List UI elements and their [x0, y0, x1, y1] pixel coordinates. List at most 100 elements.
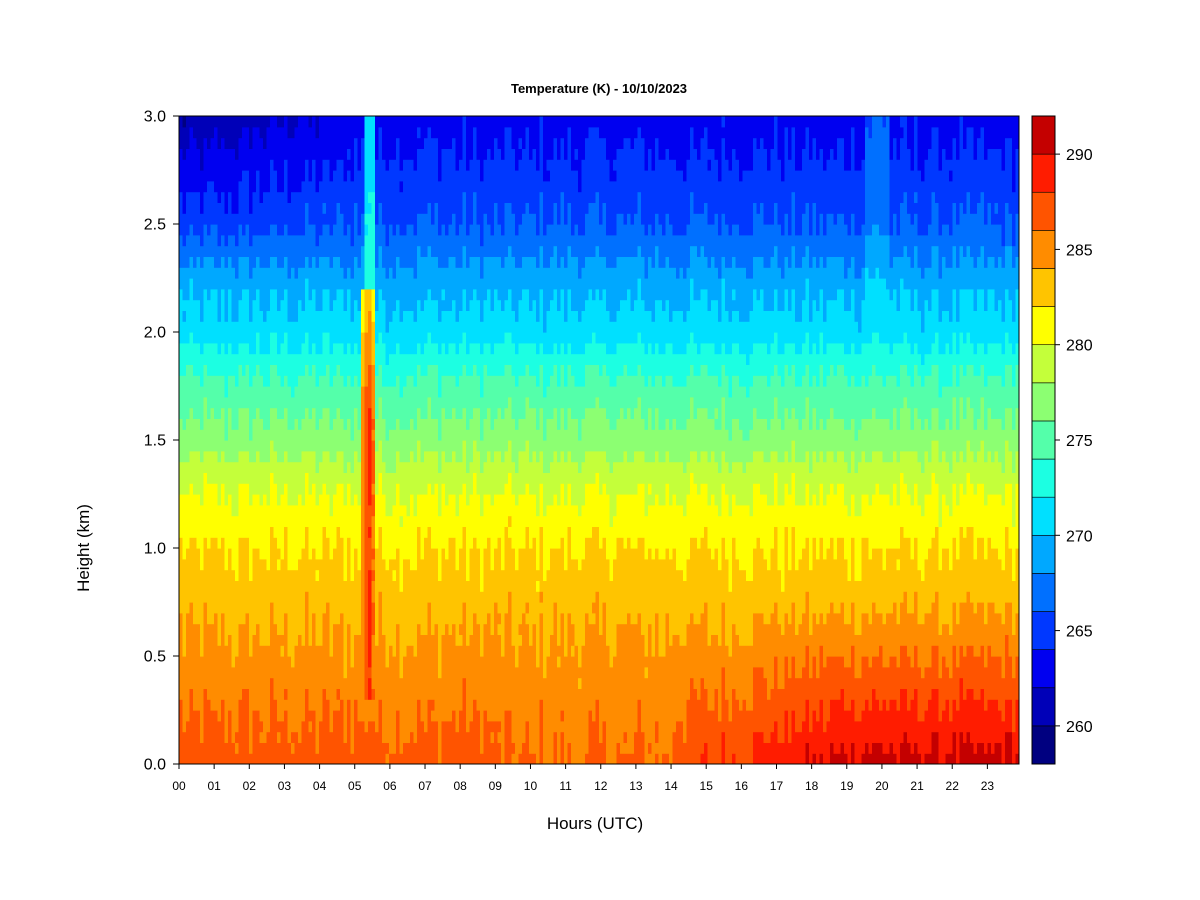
heatmap-cell	[305, 396, 310, 409]
heatmap-cell	[203, 688, 208, 700]
heatmap-cell	[441, 375, 446, 387]
heatmap-cell	[445, 742, 450, 754]
heatmap-cell	[455, 310, 460, 322]
heatmap-cell	[448, 526, 453, 538]
heatmap-cell	[221, 602, 226, 614]
heatmap-cell	[235, 753, 240, 764]
heatmap-cell	[298, 666, 303, 679]
heatmap-cell	[196, 234, 201, 247]
heatmap-cell	[207, 602, 212, 614]
heatmap-cell	[273, 180, 278, 193]
heatmap-cell	[231, 720, 236, 733]
heatmap-cell	[427, 666, 432, 679]
heatmap-cell	[322, 569, 327, 581]
heatmap-cell	[455, 224, 460, 236]
heatmap-cell	[424, 666, 429, 679]
heatmap-cell	[347, 677, 352, 689]
heatmap-cell	[431, 137, 436, 149]
heatmap-cell	[462, 537, 467, 549]
heatmap-cell	[277, 224, 282, 236]
heatmap-cell	[427, 332, 432, 344]
heatmap-cell	[189, 537, 194, 549]
heatmap-cell	[263, 440, 268, 452]
heatmap-cell	[410, 278, 415, 290]
heatmap-cell	[287, 148, 292, 160]
heatmap-cell	[322, 299, 327, 311]
heatmap-cell	[228, 310, 233, 322]
heatmap-cell	[424, 440, 429, 452]
heatmap-cell	[462, 364, 467, 376]
heatmap-cell	[189, 256, 194, 268]
heatmap-cell	[235, 731, 240, 743]
heatmap-cell	[238, 267, 243, 279]
heatmap-cell	[252, 180, 257, 193]
heatmap-cell	[200, 602, 205, 614]
heatmap-cell	[392, 353, 397, 365]
heatmap-cell	[301, 180, 306, 193]
heatmap-cell	[347, 310, 352, 322]
heatmap-cell	[245, 526, 250, 538]
heatmap-cell	[228, 159, 233, 171]
heatmap-cell	[343, 645, 348, 657]
heatmap-cell	[371, 364, 376, 376]
heatmap-cell	[347, 461, 352, 473]
heatmap-cell	[427, 461, 432, 473]
heatmap-cell	[347, 591, 352, 603]
heatmap-cell	[410, 202, 415, 214]
heatmap-cell	[438, 591, 443, 603]
heatmap-cell	[228, 148, 233, 160]
heatmap-cell	[462, 753, 467, 764]
heatmap-cell	[434, 666, 439, 679]
heatmap-cell	[305, 753, 310, 764]
heatmap-cell	[210, 224, 215, 236]
heatmap-cell	[228, 699, 233, 711]
heatmap-cell	[431, 494, 436, 506]
heatmap-cell	[308, 321, 313, 333]
heatmap-cell	[448, 720, 453, 733]
heatmap-cell	[312, 159, 317, 171]
heatmap-cell	[326, 148, 331, 160]
heatmap-cell	[452, 267, 457, 279]
heatmap-cell	[270, 548, 275, 560]
heatmap-cell	[438, 731, 443, 743]
heatmap-cell	[193, 159, 198, 171]
heatmap-cell	[280, 666, 285, 679]
heatmap-cell	[378, 450, 383, 463]
heatmap-cell	[361, 137, 366, 149]
heatmap-cell	[277, 137, 282, 149]
heatmap-cell	[350, 483, 355, 495]
heatmap-cell	[294, 321, 299, 333]
heatmap-cell	[315, 310, 320, 322]
heatmap-cell	[427, 602, 432, 614]
heatmap-cell	[301, 116, 306, 128]
heatmap-cell	[410, 537, 415, 549]
heatmap-cell	[455, 191, 460, 203]
heatmap-cell	[427, 440, 432, 452]
heatmap-cell	[406, 375, 411, 387]
heatmap-cell	[441, 159, 446, 171]
heatmap-cell	[291, 623, 296, 635]
heatmap-cell	[452, 742, 457, 754]
heatmap-cell	[361, 234, 366, 247]
heatmap-cell	[298, 515, 303, 527]
heatmap-cell	[354, 558, 359, 571]
heatmap-cell	[455, 245, 460, 257]
heatmap-cell	[378, 526, 383, 538]
heatmap-cell	[301, 375, 306, 387]
heatmap-cell	[336, 504, 341, 517]
heatmap-cell	[200, 753, 205, 764]
heatmap-cell	[312, 558, 317, 571]
heatmap-cell	[228, 332, 233, 344]
heatmap-cell	[315, 342, 320, 355]
heatmap-cell	[410, 353, 415, 365]
heatmap-cell	[298, 504, 303, 517]
heatmap-cell	[270, 213, 275, 225]
heatmap-cell	[273, 440, 278, 452]
heatmap-cell	[459, 440, 464, 452]
heatmap-cell	[298, 353, 303, 365]
heatmap-cell	[434, 753, 439, 764]
heatmap-cell	[340, 310, 345, 322]
heatmap-cell	[256, 310, 261, 322]
heatmap-cell	[228, 537, 233, 549]
heatmap-cell	[448, 688, 453, 700]
